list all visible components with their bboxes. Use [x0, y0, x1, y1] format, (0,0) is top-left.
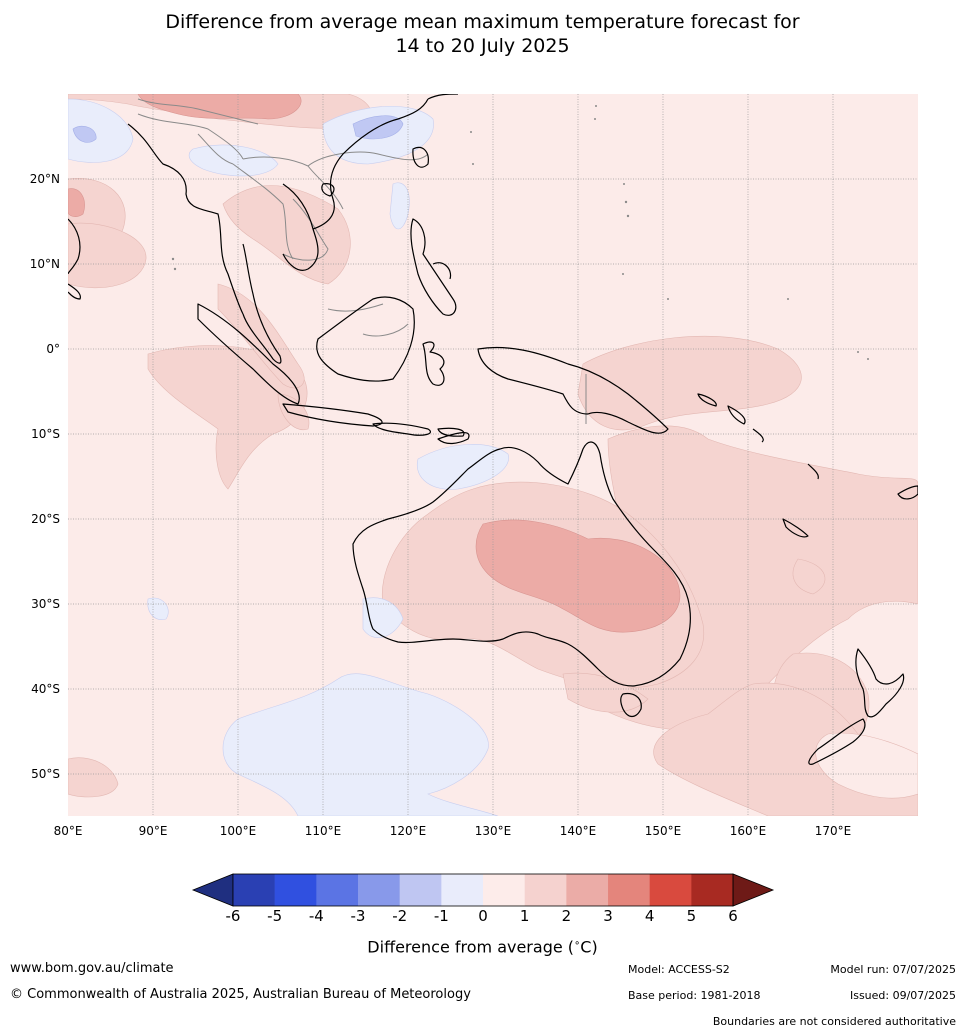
footer-website[interactable]: www.bom.gov.au/climate [10, 961, 174, 976]
colorbar-cell [649, 874, 692, 906]
lat-label-10n: 10°N [29, 257, 60, 271]
colorbar-cell [524, 874, 567, 906]
colorbar-outline [232, 873, 734, 907]
colorbar-cell [566, 874, 609, 906]
lat-label-30s: 30°S [31, 597, 60, 611]
footer-base-period: Base period: 1981-2018 [628, 989, 761, 1002]
footer-copyright: © Commonwealth of Australia 2025, Austra… [10, 987, 471, 1002]
colorbar-label-text: Difference from average ( [367, 937, 575, 957]
colorbar-cell [441, 874, 484, 906]
colorbar-tick-label: 3 [603, 907, 613, 925]
forecast-map [68, 94, 918, 816]
colorbar-cell [608, 874, 650, 906]
country-boundaries [137, 98, 587, 424]
lat-label-20s: 20°S [31, 512, 60, 526]
lon-label-80e: 80°E [53, 824, 83, 838]
colorbar-cell [233, 874, 275, 906]
lon-label-90e: 90°E [138, 824, 168, 838]
colorbar-tick-label: -4 [308, 907, 324, 925]
colorbar-cell [483, 874, 525, 906]
colorbar-tick-label: 0 [478, 907, 488, 925]
lat-label-10s: 10°S [31, 427, 60, 441]
map-title: Difference from average mean maximum tem… [0, 10, 965, 58]
lon-label-140e: 140°E [559, 824, 597, 838]
colorbar-svg [191, 873, 775, 907]
colorbar-label: Difference from average (∘C) [367, 937, 598, 957]
coastlines [68, 94, 918, 765]
colorbar-label-unit: C) [580, 937, 598, 957]
colorbar-cells [191, 873, 775, 907]
map-svg [68, 94, 918, 816]
colorbar [190, 872, 776, 912]
colorbar-tick-label: 6 [728, 907, 738, 925]
lat-label-40s: 40°S [31, 682, 60, 696]
lon-label-100e: 100°E [219, 824, 257, 838]
colorbar-tick-label: -1 [433, 907, 449, 925]
footer-disclaimer: Boundaries are not considered authoritat… [712, 1015, 956, 1028]
footer-model: Model: ACCESS-S2 [628, 963, 730, 976]
colorbar-tick-label: 4 [644, 907, 655, 925]
lon-label-130e: 130°E [474, 824, 512, 838]
title-line-1: Difference from average mean maximum tem… [165, 11, 800, 33]
colorbar-cell [399, 874, 442, 906]
colorbar-extend-high [732, 873, 775, 907]
colorbar-cell [691, 874, 734, 906]
colorbar-cell [358, 874, 400, 906]
lat-label-50s: 50°S [31, 767, 60, 781]
colorbar-tick-label: 1 [519, 907, 530, 925]
colorbar-tick-label: 5 [686, 907, 697, 925]
colorbar-tick-label: -3 [350, 907, 366, 925]
lon-label-120e: 120°E [389, 824, 427, 838]
colorbar-cell [274, 874, 317, 906]
title-line-2: 14 to 20 July 2025 [395, 35, 570, 57]
footer-model-run: Model run: 07/07/2025 [830, 963, 956, 976]
colorbar-tick-label: -5 [267, 907, 283, 925]
lon-label-150e: 150°E [644, 824, 682, 838]
lon-label-110e: 110°E [304, 824, 342, 838]
lon-label-170e: 170°E [814, 824, 852, 838]
map-gridlines [68, 94, 918, 816]
colorbar-tick-label: -2 [392, 907, 408, 925]
footer-issued: Issued: 09/07/2025 [849, 989, 956, 1002]
colorbar-extend-low [191, 873, 234, 907]
small-islands [171, 105, 869, 360]
colorbar-tick-label: -6 [225, 907, 241, 925]
colorbar-cell [316, 874, 359, 906]
lon-label-160e: 160°E [729, 824, 767, 838]
lat-label-0: 0° [46, 342, 60, 356]
lat-label-20n: 20°N [29, 172, 60, 186]
colorbar-tick-label: 2 [561, 907, 572, 925]
